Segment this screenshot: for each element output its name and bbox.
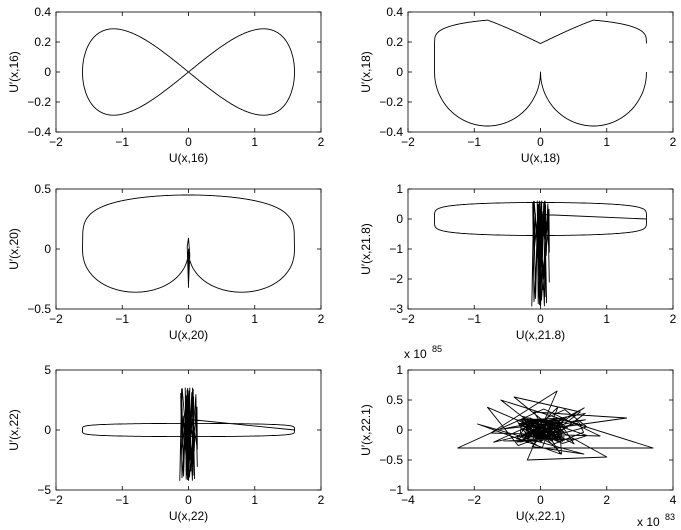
x-tick-label: −2 xyxy=(49,493,63,507)
subplot-5: −2 −1 0 1 2 5 0 −5 U(x,22) U′(x,22) xyxy=(7,363,325,523)
y-tick-label: −1 xyxy=(389,483,403,497)
y-axis-label: U′(x,18) xyxy=(359,51,373,93)
x-tick-label: 2 xyxy=(603,493,610,507)
y-tick-label: −0.2 xyxy=(27,95,51,109)
x-tick-label: 0 xyxy=(537,493,544,507)
x-tick-label: 0 xyxy=(537,135,544,149)
y-tick-label: 0.5 xyxy=(386,393,403,407)
x-axis-label: U(x,22.1) xyxy=(516,509,565,523)
x-tick-label: 1 xyxy=(251,493,258,507)
x-tick-label: 1 xyxy=(603,312,610,326)
y-tick-label: −0.5 xyxy=(379,453,403,467)
x-axis-label: U(x,20) xyxy=(169,328,208,342)
x-tick-label: 1 xyxy=(251,135,258,149)
y-tick-label: 0 xyxy=(396,65,403,79)
subplot-1: −2 −1 0 1 2 0.4 0.2 0 −0.2 −0.4 U(x,16) U′(x,16) xyxy=(7,5,325,165)
x-tick-label: −1 xyxy=(467,312,481,326)
x-tick-label: 0 xyxy=(185,493,192,507)
y-axis-label: U′(x,20) xyxy=(7,228,21,270)
y-tick-label: 0.2 xyxy=(34,35,51,49)
x-tick-label: −2 xyxy=(467,493,481,507)
y-scale-multiplier: x 10 xyxy=(404,347,427,361)
x-tick-label: −2 xyxy=(401,312,415,326)
y-tick-label: −2 xyxy=(389,272,403,286)
y-tick-label: 0 xyxy=(44,65,51,79)
x-tick-label: 2 xyxy=(670,312,677,326)
y-axis-label: U′(x,21.8) xyxy=(359,223,373,275)
x-tick-label: 2 xyxy=(318,312,325,326)
x-tick-label: 1 xyxy=(251,312,258,326)
y-tick-label: 0 xyxy=(44,423,51,437)
x-axis-label: U(x,16) xyxy=(169,151,208,165)
subplot-3: −2 −1 0 1 2 0.5 0 −0.5 U(x,20) U′(x,20) xyxy=(7,182,325,342)
x-tick-label: −1 xyxy=(467,135,481,149)
y-tick-label: 5 xyxy=(44,363,51,377)
x-tick-label: −1 xyxy=(115,135,129,149)
x-axis-label: U(x,18) xyxy=(521,151,560,165)
x-tick-label: −2 xyxy=(49,135,63,149)
y-tick-label: 0.2 xyxy=(386,35,403,49)
y-tick-label: 0 xyxy=(44,242,51,256)
phase-curve xyxy=(82,194,295,293)
x-scale-exponent: 83 xyxy=(665,512,675,522)
y-tick-label: 0 xyxy=(396,423,403,437)
x-tick-label: 0 xyxy=(185,312,192,326)
y-tick-label: 0.4 xyxy=(34,5,51,19)
phase-curve xyxy=(434,200,647,307)
subplot-2: −2 −1 0 1 2 0.4 0.2 0 −0.2 −0.4 U(x,18) U′(x,18) xyxy=(359,5,677,165)
y-tick-label: −3 xyxy=(389,302,403,316)
y-axis-label: U′(x,16) xyxy=(7,51,21,93)
x-tick-label: −1 xyxy=(115,493,129,507)
y-axis-label: U′(x,22) xyxy=(7,409,21,451)
subplot-4: −2 −1 0 1 210−1−2−3U(x,21.8)U′(x,21.8) xyxy=(359,182,677,342)
y-axis-label: U′(x,22.1) xyxy=(359,404,373,456)
y-tick-label: 0.4 xyxy=(386,5,403,19)
y-tick-label: 1 xyxy=(396,182,403,196)
x-tick-label: 2 xyxy=(670,135,677,149)
y-tick-label: −0.4 xyxy=(27,125,51,139)
x-scale-multiplier: x 10 xyxy=(637,515,660,529)
y-tick-label: −0.4 xyxy=(379,125,403,139)
x-tick-label: −4 xyxy=(401,493,415,507)
x-tick-label: 2 xyxy=(318,135,325,149)
x-tick-label: 0 xyxy=(537,312,544,326)
x-tick-label: 0 xyxy=(185,135,192,149)
y-scale-exponent: 85 xyxy=(432,344,442,354)
phase-curve xyxy=(457,390,654,461)
x-tick-label: −2 xyxy=(49,312,63,326)
y-tick-label: −5 xyxy=(37,483,51,497)
x-tick-label: 4 xyxy=(670,493,677,507)
x-tick-label: −2 xyxy=(401,135,415,149)
y-tick-label: −1 xyxy=(389,242,403,256)
y-tick-label: 0.5 xyxy=(34,182,51,196)
subplot-6: −4 −2 0 2 4 1 0.5 0 −0.5 −1 U(x,22.1) U′(x,22.1) x 1… xyxy=(359,344,677,529)
phase-curve xyxy=(82,28,295,116)
y-tick-label: −0.5 xyxy=(27,302,51,316)
phase-curve xyxy=(434,19,647,127)
x-axis-label: U(x,22) xyxy=(169,509,208,523)
y-tick-label: 1 xyxy=(396,363,403,377)
y-tick-label: −0.2 xyxy=(379,95,403,109)
y-tick-label: 0 xyxy=(396,212,403,226)
x-axis-label: U(x,21.8) xyxy=(516,328,565,342)
x-tick-label: 1 xyxy=(603,135,610,149)
phase-curve xyxy=(82,387,295,481)
x-tick-label: 2 xyxy=(318,493,325,507)
x-tick-label: −1 xyxy=(115,312,129,326)
